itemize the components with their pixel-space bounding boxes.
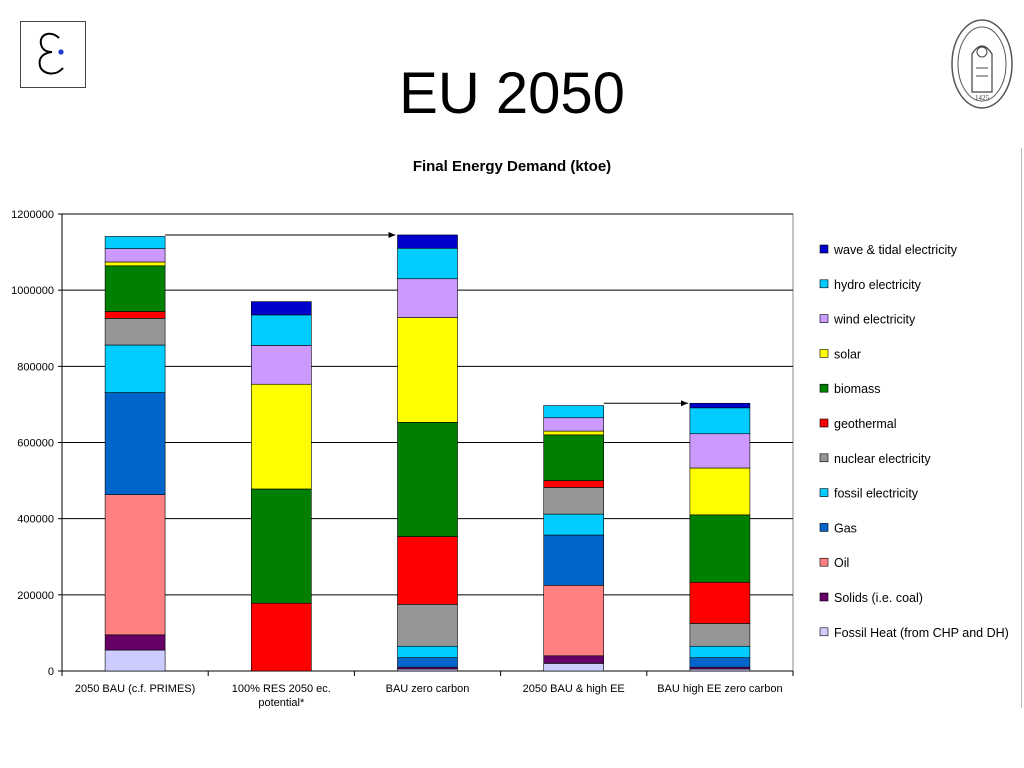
legend-swatch	[819, 488, 829, 497]
bar-segment	[397, 604, 458, 647]
bar-segment	[543, 480, 605, 488]
x-tick-label: 2050 BAU & high EE	[523, 683, 625, 695]
bar-segment	[397, 247, 458, 280]
legend-swatch	[819, 244, 829, 254]
bar-segment	[397, 422, 458, 537]
bar-segment	[104, 634, 166, 651]
bar-segment	[104, 392, 166, 495]
bar-segment	[104, 311, 166, 319]
bar-segment	[104, 344, 166, 393]
bar-segment	[251, 345, 312, 385]
legend-label: wave & tidal electricity	[833, 243, 958, 257]
bar-segment	[251, 383, 312, 490]
legend-swatch	[819, 314, 829, 323]
bar-segment	[397, 536, 458, 605]
bar-segment	[689, 433, 751, 469]
bar-segment	[689, 402, 751, 409]
bar-segment	[689, 514, 751, 583]
bar-segment	[104, 248, 166, 263]
legend-swatch	[819, 627, 829, 637]
bar-segment	[397, 645, 458, 658]
epsilon-icon	[38, 32, 64, 75]
y-tick-label: 800000	[17, 361, 54, 373]
legend-label: wind electricity	[833, 313, 916, 327]
x-tick-label: potential*	[258, 697, 305, 709]
legend-label: Solids (i.e. coal)	[834, 591, 923, 605]
legend-label: Fossil Heat (from CHP and DH)	[834, 626, 1009, 640]
bar-segment	[104, 236, 166, 249]
y-tick-label: 400000	[17, 514, 54, 526]
legend-swatch	[819, 383, 829, 393]
bar-segment	[543, 487, 605, 515]
bar-segment	[251, 301, 312, 316]
bar-segment	[689, 467, 751, 516]
bar-segment	[689, 581, 751, 624]
legend-label: solar	[834, 347, 861, 361]
bar-segment	[397, 317, 458, 423]
svg-text:1425: 1425	[975, 94, 990, 102]
epsilon-logo	[20, 21, 86, 88]
chart-title: Final Energy Demand (ktoe)	[412, 158, 612, 175]
legend-swatch	[819, 592, 829, 602]
bar-segment	[543, 655, 605, 664]
bar-segment	[543, 663, 605, 672]
legend-label: Gas	[834, 521, 857, 535]
bar-segment	[397, 278, 458, 318]
bar-segment	[543, 534, 605, 586]
x-tick-label: BAU high EE zero carbon	[657, 683, 782, 695]
legend-label: hydro electricity	[834, 278, 922, 292]
bar-segment	[251, 488, 312, 604]
bar-segment	[104, 494, 166, 636]
y-tick-label: 1000000	[11, 285, 54, 297]
bar-segment	[104, 261, 166, 267]
y-tick-label: 0	[48, 666, 54, 678]
bar-segment	[397, 234, 458, 249]
bar-segment	[689, 645, 751, 658]
bar-segment	[104, 649, 166, 672]
legend-swatch	[819, 523, 829, 532]
legend-swatch	[819, 349, 829, 358]
bar-segment	[397, 657, 458, 668]
slide-title: EU 2050	[399, 61, 625, 126]
legend-label: nuclear electricity	[834, 452, 931, 466]
bar-segment	[104, 265, 166, 312]
legend-swatch	[819, 279, 829, 289]
legend-label: Oil	[834, 556, 849, 570]
legend-swatch	[819, 557, 829, 567]
bar-segment	[689, 407, 751, 435]
bar-segment	[689, 623, 751, 647]
slide-divider	[1021, 148, 1022, 708]
bar-segment	[104, 318, 166, 346]
legend-label: biomass	[834, 382, 881, 396]
legend-label: geothermal	[834, 417, 897, 431]
university-seal: 1425	[950, 18, 1014, 110]
bar-segment	[251, 602, 312, 672]
bar-segment	[543, 405, 605, 419]
x-tick-label: 2050 BAU (c.f. PRIMES)	[75, 683, 195, 695]
x-tick-label: 100% RES 2050 ec.	[232, 683, 331, 695]
legend-swatch	[819, 453, 829, 463]
x-tick-label: BAU zero carbon	[386, 683, 470, 695]
bar-segment	[543, 417, 605, 432]
stacked-bar-chart: 0 200000 400000 600000 800000 1000000 1200000 2…	[11, 209, 1009, 709]
bar-segment	[251, 314, 312, 346]
bar-segment	[543, 430, 605, 436]
bar-segment	[543, 513, 605, 536]
y-tick-label: 1200000	[11, 209, 54, 221]
bar-segment	[543, 585, 605, 657]
y-tick-label: 600000	[17, 438, 54, 450]
legend-label: fossil electricity	[834, 487, 919, 501]
bar-segment	[543, 434, 605, 481]
bar-segment	[689, 657, 751, 668]
y-tick-label: 200000	[17, 590, 54, 602]
legend-swatch	[819, 418, 829, 428]
